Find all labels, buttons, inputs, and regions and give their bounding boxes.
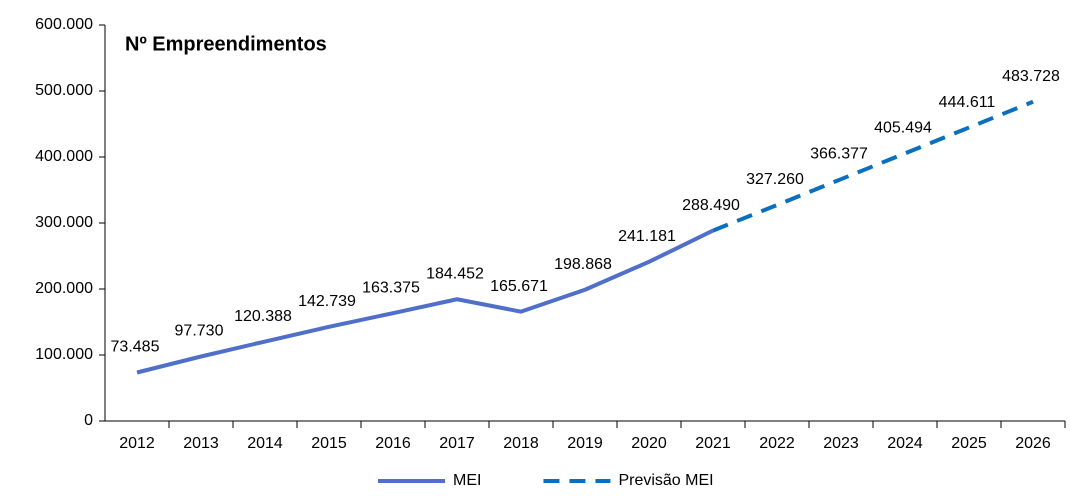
x-tick-label: 2026 [1015, 435, 1051, 452]
y-tick-label: 0 [84, 412, 93, 429]
x-tick-label: 2014 [247, 435, 283, 452]
data-label: 198.868 [554, 256, 612, 273]
x-tick-label: 2020 [631, 435, 667, 452]
data-label: 405.494 [874, 120, 932, 137]
legend-label: MEI [453, 472, 481, 489]
series-line [712, 99, 1034, 233]
data-label: 142.739 [298, 293, 356, 310]
x-tick-label: 2016 [375, 435, 411, 452]
data-label: 163.375 [362, 279, 420, 296]
data-label: 366.377 [810, 145, 868, 162]
chart-title: Nº Empreendimentos [125, 33, 327, 55]
x-tick-label: 2024 [887, 435, 923, 452]
x-tick-label: 2015 [311, 435, 347, 452]
y-tick-label: 400.000 [35, 148, 93, 165]
data-label: 120.388 [234, 308, 292, 325]
y-tick-label: 100.000 [35, 346, 93, 363]
data-label: 483.728 [1002, 68, 1060, 85]
series-line [136, 228, 714, 375]
data-label: 184.452 [426, 265, 484, 282]
x-tick-label: 2023 [823, 435, 859, 452]
data-label: 241.181 [618, 228, 676, 245]
x-tick-label: 2025 [951, 435, 987, 452]
x-tick-label: 2018 [503, 435, 539, 452]
data-label: 97.730 [175, 323, 224, 340]
y-tick-label: 200.000 [35, 280, 93, 297]
x-tick-label: 2022 [759, 435, 795, 452]
data-label: 327.260 [746, 171, 804, 188]
data-label: 288.490 [682, 197, 740, 214]
y-tick-label: 600.000 [35, 16, 93, 33]
x-tick-label: 2012 [119, 435, 155, 452]
y-tick-label: 500.000 [35, 82, 93, 99]
x-tick-label: 2017 [439, 435, 475, 452]
legend-label: Previsão MEI [618, 472, 713, 489]
data-label: 165.671 [490, 278, 548, 295]
x-tick-label: 2021 [695, 435, 731, 452]
data-label: 444.611 [939, 94, 996, 111]
y-tick-label: 300.000 [35, 214, 93, 231]
x-tick-label: 2013 [183, 435, 219, 452]
data-label: 73.485 [111, 339, 160, 356]
x-tick-label: 2019 [567, 435, 603, 452]
